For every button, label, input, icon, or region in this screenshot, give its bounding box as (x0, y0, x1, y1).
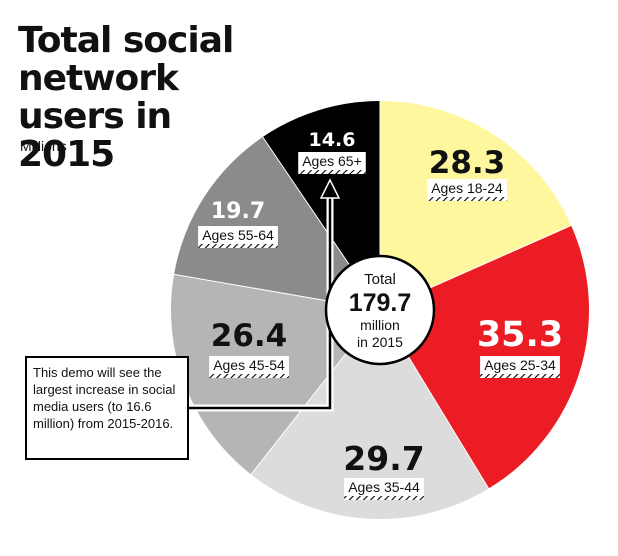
slice-age-hatch (480, 374, 560, 378)
annotation-box: This demo will see the largest increase … (25, 356, 189, 460)
slice-age-box (298, 152, 366, 170)
pie-slice-ages-35-44 (251, 310, 489, 519)
slice-age-text: Ages 65+ (302, 153, 362, 169)
slice-age-box (427, 179, 507, 197)
slice-age-box (480, 356, 560, 374)
slice-age-hatch (344, 496, 424, 500)
slice-age-hatch (298, 170, 366, 174)
annotation-arrow (189, 178, 341, 412)
slice-age-text: Ages 55-64 (202, 227, 274, 243)
slice-age-box (344, 478, 424, 496)
pie-slice-ages-18-24 (380, 101, 572, 310)
slice-age-text: Ages 45-54 (213, 357, 285, 373)
slice-age-label: Ages 65+ (298, 152, 366, 174)
slice-value-label: 35.3 (477, 315, 563, 355)
center-total-year: in 2015 (357, 334, 403, 350)
slice-value-label: 29.7 (343, 439, 424, 478)
slice-age-hatch (198, 244, 278, 248)
slice-age-label: Ages 25-34 (480, 356, 560, 378)
slice-value-label: 26.4 (211, 318, 288, 354)
slice-age-text: Ages 35-44 (348, 479, 420, 495)
slice-value-label: 14.6 (309, 129, 356, 151)
slice-age-text: Ages 18-24 (431, 180, 503, 196)
slice-age-hatch (427, 197, 507, 201)
slice-age-hatch (209, 374, 289, 378)
slice-age-label: Ages 45-54 (209, 356, 289, 378)
chart-title: Total social network users in 2015 (18, 20, 234, 175)
center-total-label: Total (364, 271, 396, 288)
center-total-unit: million (360, 317, 400, 333)
slice-value-label: 19.7 (211, 199, 265, 224)
slice-age-label: Ages 35-44 (344, 478, 424, 500)
slice-age-text: Ages 25-34 (484, 357, 556, 373)
slice-age-box (198, 226, 278, 244)
center-total: Total 179.7 million in 2015 (324, 254, 436, 366)
center-total-value: 179.7 (349, 289, 412, 317)
slice-age-label: Ages 18-24 (427, 179, 507, 201)
chart-subtitle: Millions (20, 138, 67, 154)
slice-age-label: Ages 55-64 (198, 226, 278, 248)
slice-value-label: 28.3 (429, 145, 506, 181)
slice-age-box (209, 356, 289, 374)
